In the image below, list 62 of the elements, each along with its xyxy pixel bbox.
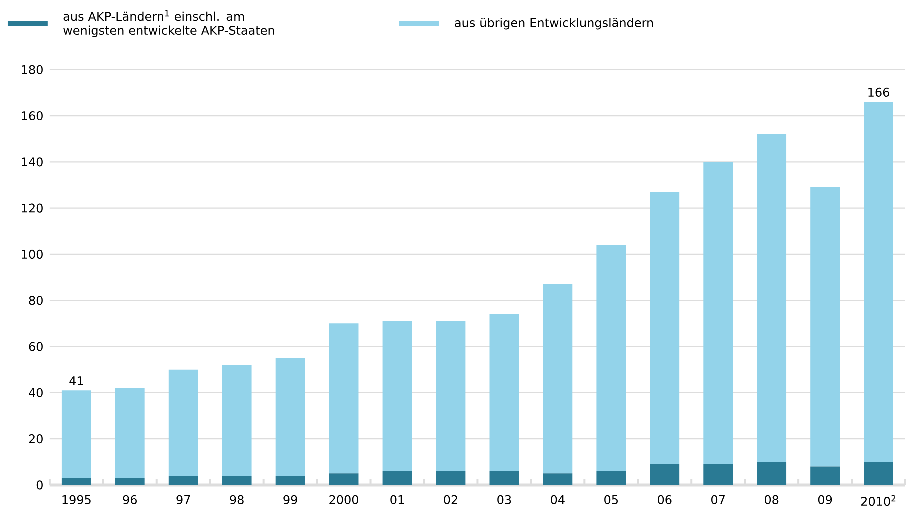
bar — [436, 471, 466, 486]
bar — [382, 471, 412, 486]
bar — [757, 462, 787, 486]
y-tick-label: 0 — [36, 480, 43, 490]
x-tick-label: 09 — [818, 495, 832, 504]
x-tick-label: 99 — [284, 495, 298, 504]
bar — [650, 192, 680, 464]
bar — [276, 358, 306, 476]
x-tick-label: 2010$^{2}$ — [861, 495, 896, 506]
bar — [115, 478, 145, 486]
bar — [543, 474, 573, 486]
x-tick-label: 08 — [765, 495, 779, 504]
bar — [704, 464, 734, 486]
y-tick-label: 140 — [22, 158, 43, 167]
bar — [650, 464, 680, 486]
bar — [168, 370, 198, 476]
y-tick-label: 20 — [29, 434, 43, 444]
x-tick-label: 01 — [390, 495, 404, 504]
bar — [62, 478, 92, 486]
x-tick-label: 03 — [498, 495, 512, 504]
bar — [222, 476, 252, 486]
bar — [382, 321, 412, 472]
bar — [704, 162, 734, 464]
bar — [329, 474, 359, 486]
bar — [490, 314, 520, 472]
y-tick-label: 80 — [29, 296, 43, 306]
x-tick-label: 2000 — [330, 495, 358, 504]
bar — [596, 471, 626, 486]
x-tick-label: 1995 — [62, 495, 91, 504]
total-label: 166 — [868, 88, 890, 97]
x-tick-label: 98 — [230, 495, 244, 504]
bar — [436, 321, 466, 472]
x-tick-label: 96 — [123, 495, 137, 504]
y-tick-label: 100 — [22, 250, 43, 259]
y-tick-label: 180 — [22, 65, 43, 74]
x-tick-label: 06 — [658, 495, 672, 504]
bar — [543, 284, 573, 474]
bar — [864, 102, 894, 462]
y-tick-label: 160 — [22, 111, 43, 120]
bar — [810, 466, 840, 486]
bar — [276, 476, 306, 486]
y-tick-label: 40 — [29, 388, 43, 398]
y-tick-label: 60 — [29, 342, 43, 352]
x-tick-label: 07 — [712, 495, 725, 504]
x-tick-label: 02 — [444, 495, 458, 504]
legend-label: aus AKP-Ländern$^{1}$ einschl. am wenigsten entwickelte AKP-Staaten — [64, 10, 274, 38]
bar — [222, 365, 252, 476]
bar — [168, 476, 198, 486]
bar — [810, 187, 840, 467]
bar — [757, 134, 787, 462]
y-tick-label: 120 — [22, 204, 43, 213]
x-tick-label: 97 — [176, 495, 190, 504]
legend-label: aus übrigen Entwicklungsländern — [455, 18, 654, 30]
bar — [596, 245, 626, 472]
bar — [62, 390, 92, 478]
x-tick-label: 04 — [551, 495, 565, 504]
bar — [115, 388, 145, 478]
bar — [329, 324, 359, 474]
bar — [490, 471, 520, 486]
x-tick-label: 05 — [604, 495, 618, 504]
total-label: 41 — [70, 376, 84, 386]
bar — [864, 462, 894, 486]
